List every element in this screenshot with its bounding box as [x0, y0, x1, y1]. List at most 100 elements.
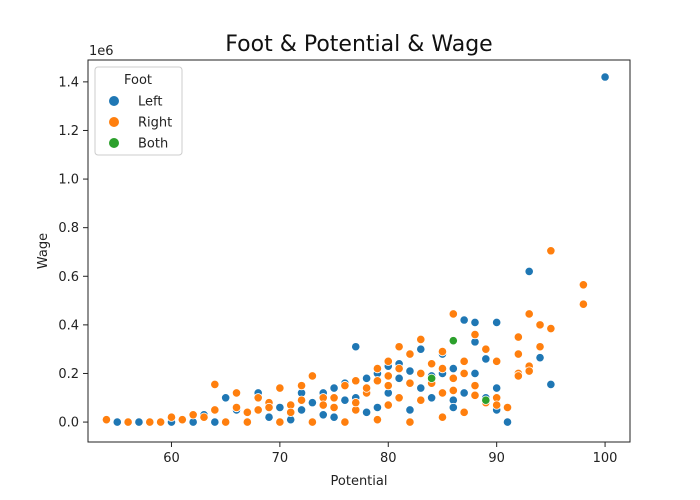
data-point-right	[546, 246, 556, 256]
data-point-right	[264, 402, 274, 413]
data-point-both	[427, 373, 437, 383]
data-point-left	[361, 407, 372, 417]
data-point-right	[275, 383, 285, 393]
data-point-right	[199, 412, 209, 422]
data-point-both	[448, 336, 458, 346]
y-tick-label: 1.4	[58, 75, 79, 90]
plot-area-frame	[87, 59, 631, 443]
legend-marker-right	[109, 117, 119, 127]
data-point-right	[578, 299, 588, 309]
data-point-right	[372, 415, 383, 425]
data-point-right	[210, 405, 220, 415]
data-point-right	[307, 371, 317, 381]
data-point-left	[405, 366, 415, 376]
data-point-left	[459, 315, 469, 325]
data-point-right	[231, 388, 242, 398]
x-tick-label: 90	[488, 451, 505, 466]
data-point-left	[546, 379, 556, 390]
data-point-right	[416, 368, 426, 379]
data-point-right	[253, 405, 263, 415]
axis-ticks: 60 70 80 90 100 0.0 0.2 0.4 0.6 0.8 1.0 1.2 1.4	[58, 75, 617, 466]
x-axis-label: Potential	[331, 474, 388, 489]
data-point-left	[296, 405, 307, 415]
data-point-left	[340, 395, 350, 405]
y-tick-label: 1.0	[58, 173, 79, 188]
data-point-right	[524, 366, 534, 376]
data-point-right	[188, 410, 198, 420]
data-point-left	[112, 417, 122, 427]
data-point-right	[351, 398, 361, 408]
data-point-both	[481, 395, 491, 405]
data-point-left	[492, 317, 502, 328]
data-point-right	[177, 415, 187, 425]
data-point-right	[340, 417, 350, 427]
data-point-right	[307, 417, 317, 427]
data-point-left	[448, 364, 458, 374]
data-point-left	[210, 417, 220, 427]
data-point-left	[459, 388, 469, 398]
data-point-left	[492, 383, 502, 393]
data-point-right	[492, 400, 502, 410]
data-point-right	[242, 407, 252, 417]
data-point-right	[145, 417, 155, 427]
data-point-right	[492, 356, 502, 366]
data-point-right	[318, 400, 328, 410]
data-point-right	[513, 349, 523, 359]
data-points	[101, 72, 610, 427]
data-point-right	[351, 376, 361, 386]
data-point-right	[340, 381, 350, 391]
data-point-right	[123, 417, 133, 427]
data-point-right	[448, 309, 458, 319]
data-point-right	[394, 342, 404, 352]
data-point-right	[383, 381, 393, 391]
x-tick-label: 80	[380, 451, 397, 466]
data-point-right	[470, 329, 480, 340]
data-point-right	[535, 320, 545, 330]
legend-marker-left	[109, 96, 119, 106]
data-point-left	[524, 266, 534, 277]
legend-marker-both	[109, 138, 119, 148]
y-tick-label: 0.4	[58, 318, 79, 333]
y-tick-label: 0.2	[58, 367, 79, 382]
data-point-right	[470, 390, 480, 400]
legend-title: Foot	[124, 73, 152, 88]
data-point-right	[296, 395, 307, 405]
data-point-left	[134, 417, 144, 427]
data-point-right	[405, 349, 415, 359]
y-axis-label: Wage	[36, 233, 51, 269]
series-right	[101, 246, 588, 427]
data-point-right	[372, 364, 383, 374]
data-point-right	[459, 407, 469, 417]
data-point-left	[351, 342, 361, 352]
data-point-left	[416, 344, 426, 354]
data-point-right	[253, 393, 263, 403]
y-axis-multiplier: 1e6	[89, 44, 114, 59]
data-point-left	[600, 72, 610, 82]
data-point-right	[286, 407, 296, 417]
data-point-right	[329, 393, 339, 403]
series-both	[427, 336, 491, 405]
data-point-right	[210, 379, 220, 390]
x-tick-label: 60	[163, 451, 180, 466]
data-point-right	[437, 412, 448, 422]
legend-box	[94, 66, 183, 156]
data-point-left	[372, 402, 383, 413]
legend: Foot Left Right Both	[94, 66, 183, 156]
data-point-left	[307, 398, 317, 408]
chart-title: Foot & Potential & Wage	[225, 32, 492, 57]
data-point-right	[546, 323, 556, 334]
data-point-right	[470, 381, 480, 391]
data-point-left	[264, 412, 274, 422]
data-point-right	[459, 368, 469, 379]
data-point-left	[481, 354, 491, 364]
data-point-left	[448, 402, 458, 413]
legend-label-right: Right	[138, 116, 172, 131]
data-point-left	[470, 317, 480, 328]
data-point-right	[513, 371, 523, 381]
y-tick-label: 0.0	[58, 416, 79, 431]
data-point-left	[394, 373, 404, 383]
data-point-left	[470, 368, 480, 379]
data-point-right	[383, 400, 393, 410]
data-point-right	[416, 334, 426, 345]
